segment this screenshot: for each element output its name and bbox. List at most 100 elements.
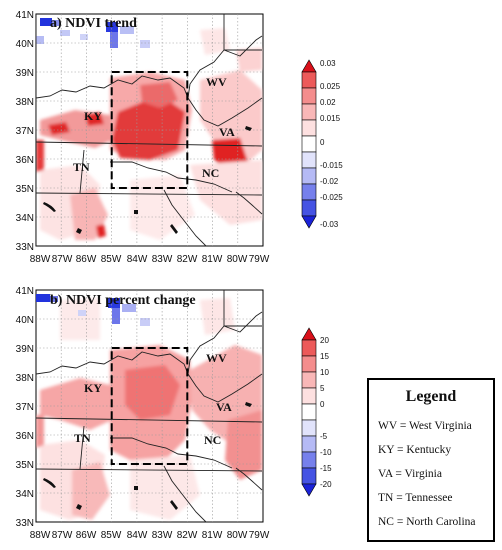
panel-a-lat-41: 41N	[16, 10, 34, 21]
panel-a-colorbar: 0.03 0.025 0.02 0.015 0 -0.015 -0.02 -0.…	[301, 59, 343, 229]
panel-a-title: a) NDVI trend	[50, 16, 137, 31]
panel-a-cb-tick-1: 0.025	[320, 82, 341, 91]
panel-b-cb-tick-0: 20	[320, 336, 329, 345]
panel-b-cb-tick-2: 10	[320, 368, 329, 377]
legend-item-nc: NC = North Carolina	[378, 516, 476, 528]
legend-item-wv: WV = West Virginia	[378, 420, 472, 432]
panel-b-cb-tick-5: -5	[320, 432, 328, 441]
panel-b-lat-41: 41N	[16, 286, 34, 297]
panel-b-lakes	[43, 402, 252, 510]
panel-b-label-ky: KY	[84, 381, 102, 395]
panel-b-lon-87: 87W	[52, 530, 73, 541]
panel-b-study-box	[110, 347, 189, 465]
panel-a-cb-tick-0: 0.03	[320, 59, 336, 68]
panel-b-cb-tick-3: 5	[320, 384, 325, 393]
panel-b-lon-82: 82W	[177, 530, 198, 541]
panel-a-colorbar-bottom-arrow	[301, 215, 317, 229]
panel-b-colorbar-top-arrow	[301, 327, 317, 341]
panel-b-lon-81: 81W	[202, 530, 223, 541]
panel-a-lon-81: 81W	[202, 254, 223, 265]
panel-a-lon-85: 85W	[101, 254, 122, 265]
panel-a-lon-79: 79W	[249, 254, 270, 265]
panel-a-colorbar-top-arrow	[301, 59, 317, 73]
panel-b-cb-tick-1: 15	[320, 352, 329, 361]
panel-b-lon-labels: 88W 87W 86W 85W 84W 83W 82W 81W 80W 79W	[30, 530, 270, 541]
panel-b-ndvi-field	[36, 298, 262, 520]
panel-b-lon-80: 80W	[227, 530, 248, 541]
panel-b-lat-33: 33N	[16, 518, 34, 529]
panel-a-lon-84: 84W	[127, 254, 148, 265]
panel-b-map	[36, 290, 263, 522]
panel-a-label-tn: TN	[73, 160, 90, 174]
panel-a-label-va: VA	[219, 125, 235, 139]
panel-b-negative-cells	[36, 294, 150, 326]
panel-b-lon-79: 79W	[249, 530, 270, 541]
panel-a-ndvi-field	[36, 28, 262, 240]
panel-a-lat-33: 33N	[16, 242, 34, 253]
panel-a-lon-82: 82W	[177, 254, 198, 265]
panel-b-label-wv: WV	[206, 351, 227, 365]
panel-a-lat-40: 40N	[16, 39, 34, 50]
panel-a-cb-tick-2: 0.02	[320, 98, 336, 107]
panel-b-lat-34: 34N	[16, 489, 34, 500]
panel-a-lat-38: 38N	[16, 97, 34, 108]
panel-a-state-borders	[36, 14, 263, 246]
panel-a-negative-cells	[36, 18, 150, 48]
panel-a-map	[36, 14, 263, 246]
legend-title: Legend	[405, 388, 457, 405]
panel-b-lon-83: 83W	[152, 530, 173, 541]
panel-b-lat-39: 39N	[16, 344, 34, 355]
panel-b-lat-36: 36N	[16, 431, 34, 442]
panel-a-study-box	[110, 71, 189, 189]
panel-b-cb-tick-6: -10	[320, 448, 332, 457]
panel-b-colorbar: 20 15 10 5 0 -5 -10 -15 -20	[301, 327, 332, 497]
panel-b-cb-tick-8: -20	[320, 480, 332, 489]
panel-b-lat-35: 35N	[16, 460, 34, 471]
panel-b-label-va: VA	[216, 400, 232, 414]
panel-a-lon-labels: 88W 87W 86W 85W 84W 83W 82W 81W 80W 79W	[30, 254, 270, 265]
panel-b-title: b) NDVI percent change	[50, 293, 196, 308]
panel-b-label-tn: TN	[74, 431, 91, 445]
panel-b-lon-88: 88W	[30, 530, 51, 541]
panel-a: a) NDVI trend WV KY VA TN NC 41N 40N 39N…	[16, 10, 344, 265]
panel-b-lon-86: 86W	[76, 530, 97, 541]
panel-b-cb-tick-4: 0	[320, 400, 325, 409]
panel-b-colorbar-bottom-arrow	[301, 483, 317, 497]
legend-item-ky: KY = Kentucky	[378, 444, 452, 456]
panel-b: b) NDVI percent change WV KY VA TN NC 41…	[16, 286, 332, 541]
panel-a-cb-tick-5: -0.015	[320, 161, 343, 170]
panel-a-lon-88: 88W	[30, 254, 51, 265]
panel-a-cb-tick-3: 0.015	[320, 114, 341, 123]
panel-b-lat-40: 40N	[16, 315, 34, 326]
panel-b-label-nc: NC	[204, 433, 221, 447]
legend-item-tn: TN = Tennessee	[378, 492, 453, 504]
panel-a-lon-80: 80W	[227, 254, 248, 265]
panel-b-lat-37: 37N	[16, 402, 34, 413]
panel-a-lon-87: 87W	[52, 254, 73, 265]
panel-a-cb-tick-4: 0	[320, 138, 325, 147]
panel-b-lon-85: 85W	[101, 530, 122, 541]
panel-a-lat-36: 36N	[16, 155, 34, 166]
panel-b-cb-tick-7: -15	[320, 464, 332, 473]
panel-a-lon-83: 83W	[152, 254, 173, 265]
panel-a-lon-86: 86W	[76, 254, 97, 265]
panel-a-cb-tick-6: -0.02	[320, 177, 339, 186]
panel-b-colorbar-ticks: 20 15 10 5 0 -5 -10 -15 -20	[320, 336, 332, 489]
panel-b-lon-84: 84W	[127, 530, 148, 541]
legend-box: Legend WV = West Virginia KY = Kentucky …	[367, 378, 495, 542]
panel-a-cb-tick-7: -0.025	[320, 193, 343, 202]
panel-a-lat-34: 34N	[16, 213, 34, 224]
panel-a-lat-37: 37N	[16, 126, 34, 137]
panel-a-lakes	[43, 126, 252, 234]
panel-a-colorbar-ticks: 0.03 0.025 0.02 0.015 0 -0.015 -0.02 -0.…	[320, 59, 343, 229]
panel-a-lat-39: 39N	[16, 68, 34, 79]
panel-a-label-wv: WV	[206, 75, 227, 89]
panel-a-cb-tick-8: -0.03	[320, 220, 339, 229]
panel-a-lat-35: 35N	[16, 184, 34, 195]
panel-a-lat-labels: 41N 40N 39N 38N 37N 36N 35N 34N 33N	[16, 10, 34, 253]
panel-b-lat-labels: 41N 40N 39N 38N 37N 36N 35N 34N 33N	[16, 286, 34, 529]
panel-a-label-nc: NC	[202, 166, 219, 180]
legend-item-va: VA = Virginia	[378, 468, 442, 480]
panel-a-label-ky: KY	[84, 109, 102, 123]
